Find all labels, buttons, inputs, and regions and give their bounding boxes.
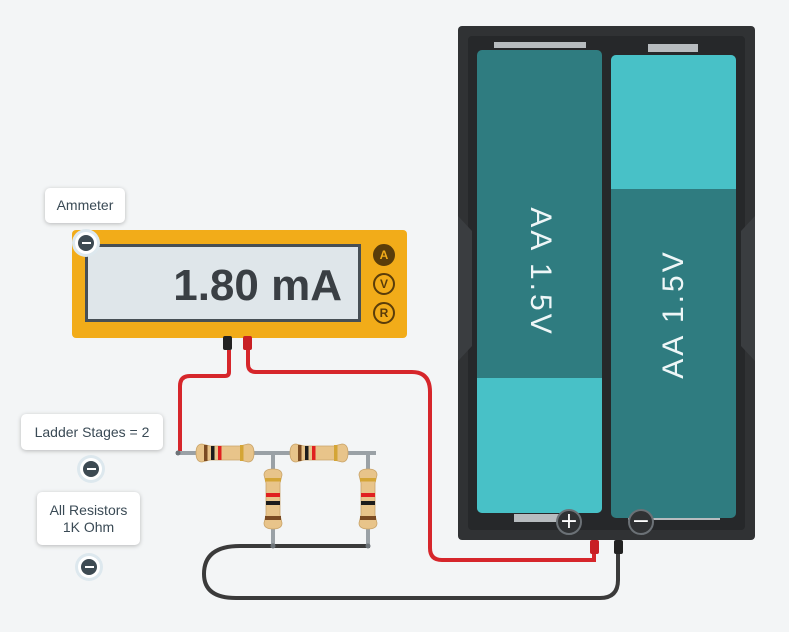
battery-holder[interactable]: AA 1.5V AA 1.5V + − [458, 26, 755, 554]
mode-v-label: V [379, 277, 388, 291]
ammeter-remove-button[interactable] [75, 232, 97, 254]
battery-cell-1[interactable]: AA 1.5V [477, 50, 602, 513]
plus-icon: + [559, 509, 579, 534]
resistors-decrease-button[interactable] [78, 556, 100, 578]
cell-2-label: AA 1.5V [656, 249, 690, 379]
wire-ammeter-to-battery-positive [246, 350, 596, 562]
resistor-series-2[interactable] [287, 443, 351, 463]
mode-ohmmeter-button[interactable]: R [373, 302, 395, 324]
battery-negative-lead[interactable] [614, 540, 623, 554]
minus-icon [81, 559, 97, 575]
ammeter[interactable]: 1.80 mA A V R [72, 230, 407, 350]
ammeter-tooltip: Ammeter [45, 188, 125, 223]
ammeter-tooltip-label: Ammeter [56, 197, 114, 213]
battery-cell-2[interactable]: AA 1.5V [611, 55, 736, 518]
minus-icon [83, 461, 99, 477]
mode-r-label: R [379, 306, 389, 320]
battery-positive-terminal[interactable]: + [556, 509, 582, 535]
minus-icon: − [631, 509, 651, 534]
resistor-series-1[interactable] [193, 443, 257, 463]
cell-1-label: AA 1.5V [523, 207, 557, 337]
resistors-label-line1: All Resistors [49, 501, 128, 518]
ladder-stages-label: Ladder Stages = 2 [34, 423, 150, 440]
battery-negative-terminal[interactable]: − [628, 509, 654, 535]
probe-positive[interactable] [243, 336, 252, 350]
probe-negative[interactable] [223, 336, 232, 350]
ladder-stages-decrease-button[interactable] [80, 458, 102, 480]
ladder-rail [176, 451, 376, 455]
ladder-stages-callout: Ladder Stages = 2 [21, 414, 163, 450]
mode-ammeter-button[interactable]: A [373, 244, 395, 266]
resistors-callout: All Resistors 1K Ohm [37, 492, 140, 545]
resistors-label-line2: 1K Ohm [62, 518, 115, 535]
mode-a-label: A [379, 248, 389, 262]
ammeter-reading: 1.80 mA [173, 261, 342, 310]
wire-ladder-to-battery-negative [201, 544, 620, 600]
mode-voltmeter-button[interactable]: V [373, 273, 395, 295]
resistor-shunt-1[interactable] [263, 460, 283, 546]
ammeter-display: 1.80 mA [85, 244, 361, 322]
minus-icon [78, 235, 94, 251]
battery-positive-lead[interactable] [590, 540, 599, 554]
resistor-shunt-2[interactable] [358, 460, 378, 546]
wire-ammeter-to-ladder [178, 350, 231, 452]
